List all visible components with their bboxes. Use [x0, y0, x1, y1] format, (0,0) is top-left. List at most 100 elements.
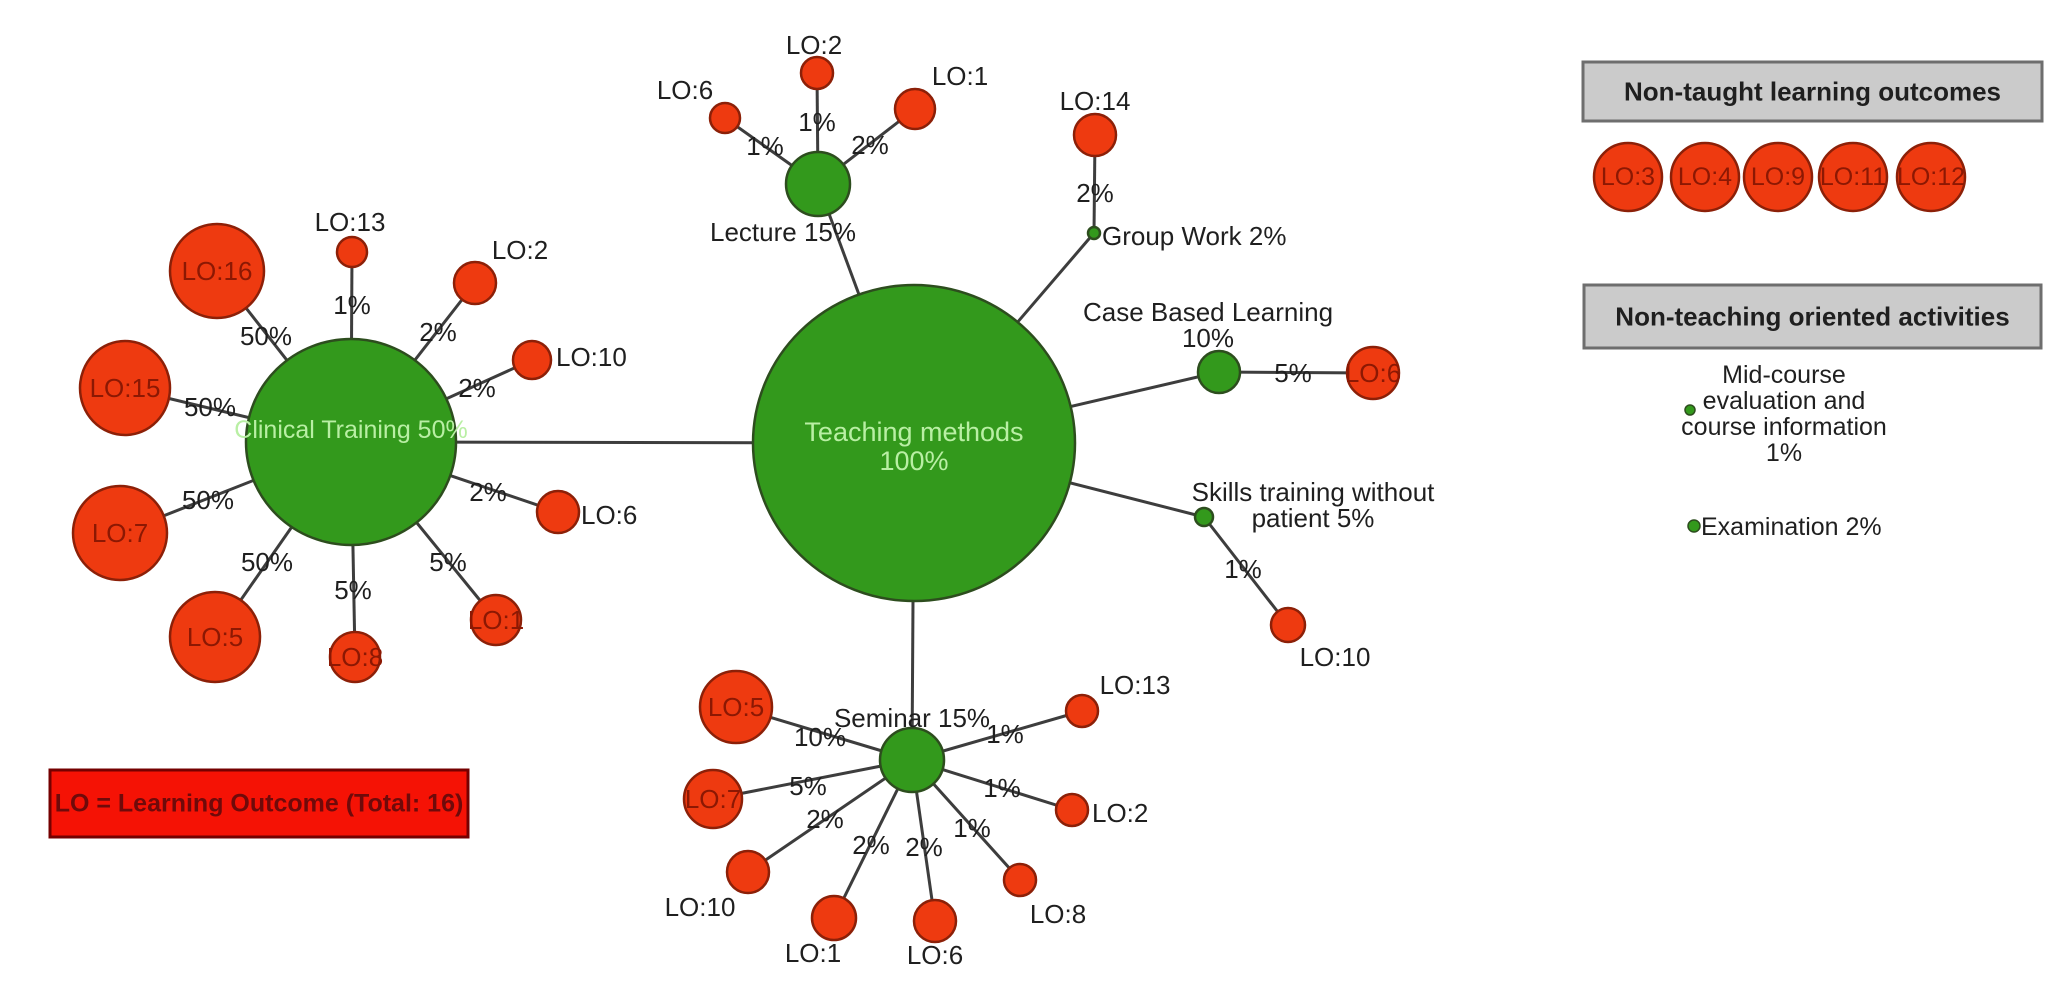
label-seminar: Seminar 15%: [834, 703, 990, 733]
label-c10-line: LO:10: [556, 342, 627, 372]
label-teaching: Teaching methods 100%: [804, 417, 1023, 476]
label-c13: LO:13: [315, 207, 386, 237]
note-box-label: LO = Learning Outcome (Total: 16): [55, 790, 464, 818]
legend-item-examination-line: Examination 2%: [1701, 513, 1882, 541]
label-se2-line: LO:2: [1092, 798, 1148, 828]
edge-label-lecture-l2: 1%: [798, 107, 836, 137]
label-l2-line: LO:2: [786, 30, 842, 60]
label-skills-line: Skills training without: [1192, 477, 1436, 507]
edge-label-seminar-se5-line: 10%: [794, 722, 846, 752]
legend-outcome-label-lo-3-line: LO:3: [1601, 163, 1655, 191]
legend-outcome-label-lo-9-line: LO:9: [1751, 163, 1805, 191]
node-clinical: [244, 337, 458, 547]
edge-label-clinical-c10: 2%: [458, 373, 496, 403]
label-s10: LO:10: [1300, 642, 1371, 672]
legend-item-mid-course-evaluation-line: 1%: [1766, 439, 1802, 467]
edge-label-seminar-se6-line: 2%: [905, 832, 943, 862]
edge-label-seminar-se13-line: 1%: [986, 719, 1024, 749]
edge-label-clinical-c7-line: 50%: [182, 485, 234, 515]
label-c13-line: LO:13: [315, 207, 386, 237]
edge-label-clinical-c15-line: 50%: [184, 392, 236, 422]
label-c5: LO:5: [187, 622, 243, 652]
edge-label-seminar-se8: 1%: [953, 813, 991, 843]
legend-title-non-taught: Non-taught learning outcomes: [1624, 77, 2001, 107]
node-c1: [469, 593, 523, 647]
edge-label-seminar-se2-line: 1%: [983, 773, 1021, 803]
label-se7: LO:7: [685, 784, 741, 814]
label-c16: LO:16: [182, 256, 253, 286]
legend-item-mid-course-evaluation-line: course information: [1681, 413, 1887, 441]
label-g14-line: LO:14: [1060, 86, 1131, 116]
label-se5-line: LO:5: [708, 692, 764, 722]
label-skills-line: patient 5%: [1252, 503, 1375, 533]
label-lecture: Lecture 15%: [710, 217, 856, 247]
label-se6-line: LO:6: [907, 940, 963, 970]
node-se10: [725, 849, 771, 895]
node-c15: [78, 339, 172, 437]
edge-label-clinical-c2-line: 2%: [419, 317, 457, 347]
legend-item-mid-course-evaluation-line: Mid-course: [1722, 361, 1846, 389]
node-c6: [535, 489, 581, 535]
edge-label-seminar-se10: 2%: [806, 804, 844, 834]
legend-outcome-label-lo-9: LO:9: [1751, 163, 1805, 191]
legend-outcome-label-lo-11: LO:11: [1820, 163, 1886, 191]
node-se13: [1064, 693, 1100, 729]
label-se1: LO:1: [785, 938, 841, 968]
edge-label-lecture-l1: 2%: [851, 130, 889, 160]
label-c1-line: LO:1: [468, 605, 524, 635]
edge-label-seminar-se2: 1%: [983, 773, 1021, 803]
node-cbl: [1196, 349, 1242, 395]
edge-label-clinical-c7: 50%: [182, 485, 234, 515]
edge-label-clinical-c6-line: 2%: [469, 477, 507, 507]
node-se1: [810, 894, 858, 942]
label-c8-line: LO:8: [327, 642, 383, 672]
legend-outcome-label-lo-4-line: LO:4: [1678, 163, 1732, 191]
node-se2: [1054, 792, 1090, 828]
legend-outcome-circle-lo-12: [1895, 141, 1967, 213]
label-c2: LO:2: [492, 235, 548, 265]
label-l1: LO:1: [932, 61, 988, 91]
edge-label-clinical-c8: 5%: [334, 575, 372, 605]
edge-label-seminar-se5: 10%: [794, 722, 846, 752]
label-groupwork-line: Group Work 2%: [1102, 221, 1286, 251]
edge-label-seminar-se1-line: 2%: [852, 830, 890, 860]
label-cb6-line: LO:6: [1345, 358, 1401, 388]
label-se10-line: LO:10: [665, 892, 736, 922]
label-c15-line: LO:15: [90, 373, 161, 403]
legend-outcome-label-lo-4: LO:4: [1678, 163, 1732, 191]
label-g14: LO:14: [1060, 86, 1131, 116]
edge-label-clinical-c13: 1%: [333, 290, 371, 320]
label-clinical: Clinical Training 50%: [234, 416, 467, 444]
edge-label-seminar-se10-line: 2%: [806, 804, 844, 834]
label-l6-line: LO:6: [657, 75, 713, 105]
label-c6: LO:6: [581, 500, 637, 530]
label-l1-line: LO:1: [932, 61, 988, 91]
edge-label-clinical-c13-line: 1%: [333, 290, 371, 320]
edge-label-lecture-l2-line: 1%: [798, 107, 836, 137]
label-s10-line: LO:10: [1300, 642, 1371, 672]
label-l2: LO:2: [786, 30, 842, 60]
node-c8: [328, 630, 382, 684]
node-c13: [335, 235, 369, 269]
edge-label-cbl-cb6: 5%: [1274, 358, 1312, 388]
legend-box-non-teaching: [1582, 283, 2043, 350]
legend-title-non-teaching-line: Non-teaching oriented activities: [1615, 302, 2009, 332]
node-se6: [912, 898, 958, 944]
note-box-label-line: LO = Learning Outcome (Total: 16): [55, 790, 464, 818]
node-c16: [168, 222, 266, 320]
legend-item-mid-course-evaluation-line: evaluation and: [1703, 387, 1866, 415]
node-skills: [1193, 506, 1215, 528]
label-c16-line: LO:16: [182, 256, 253, 286]
label-cbl-line: 10%: [1182, 323, 1234, 353]
label-se6: LO:6: [907, 940, 963, 970]
edge-label-groupwork-g14-line: 2%: [1076, 178, 1114, 208]
note-box: [48, 768, 470, 839]
node-g14: [1072, 112, 1118, 158]
legend-dot-mid-course-evaluation: [1684, 404, 1696, 416]
legend-title-non-teaching: Non-teaching oriented activities: [1615, 302, 2009, 332]
legend-outcome-label-lo-12-line: LO:12: [1897, 163, 1965, 191]
label-c10: LO:10: [556, 342, 627, 372]
edge-label-clinical-c15: 50%: [184, 392, 236, 422]
